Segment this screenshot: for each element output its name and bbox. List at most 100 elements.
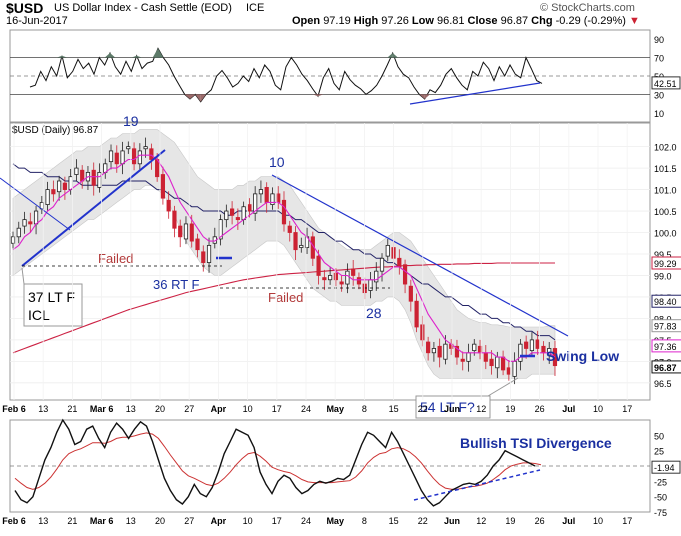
candle-body <box>131 148 137 165</box>
candle-body <box>224 210 229 221</box>
candle-body <box>529 339 535 352</box>
price-panel-frame <box>9 122 651 401</box>
tsi-x-tick-label: Jun <box>444 516 460 526</box>
candle-body <box>431 348 437 354</box>
icl-callout-pointer <box>21 267 25 285</box>
price-x-tick-label: 27 <box>184 404 194 414</box>
tsi-panel-frame <box>9 419 651 513</box>
rsi-overbought-fill <box>110 53 116 58</box>
candle-body <box>351 268 356 276</box>
icl-label-line2: ICL <box>28 307 50 323</box>
price-x-tick-label: Jun <box>444 404 460 414</box>
candle-body <box>374 270 379 283</box>
candle-body <box>316 255 321 276</box>
lt-failed-label: 54 LT F? <box>420 399 475 415</box>
rsi-overbought-fill <box>152 48 158 58</box>
rsi-panel-frame <box>9 29 651 123</box>
price-x-tick-label: 19 <box>505 404 515 414</box>
rsi-overbought-fill <box>387 53 393 58</box>
candle-body <box>247 204 252 212</box>
tsi-x-tick-label: Feb 6 <box>2 516 26 526</box>
chg-label: Chg <box>531 15 553 27</box>
tsi-x-tick-label: 17 <box>622 516 632 526</box>
candle-body <box>149 148 154 160</box>
tsi-x-tick-label: 10 <box>243 516 253 526</box>
candle-body <box>206 244 212 263</box>
uptrend-line <box>21 149 166 267</box>
price-x-tick-label: 8 <box>362 404 367 414</box>
candle-body <box>183 223 189 240</box>
failed-label-1: Failed <box>98 251 133 266</box>
price-tag-box <box>651 339 681 353</box>
tsi-tick-label: 25 <box>654 447 664 457</box>
candle-body <box>356 277 362 285</box>
lt-callout-pointer <box>487 377 519 397</box>
low-label: Low <box>411 15 434 27</box>
candle-body <box>68 176 73 190</box>
icl-label-line1: 37 LT F <box>28 289 75 305</box>
price-tag-box <box>651 294 681 308</box>
swing-low-label: Swing Low <box>546 348 619 364</box>
rsi-current-value: 42.51 <box>654 79 677 89</box>
low-value: 96.81 <box>436 15 465 27</box>
candle-body <box>126 146 131 150</box>
candle-body <box>322 277 327 281</box>
close-label: Close <box>467 15 498 27</box>
candle-body <box>137 150 142 165</box>
price-tag-box <box>651 360 681 374</box>
rsi-tick-label: 10 <box>654 109 664 119</box>
candle-body <box>172 210 177 229</box>
candle-body <box>483 352 488 362</box>
candle-body <box>218 219 223 240</box>
price-tick-label: 102.0 <box>654 143 677 153</box>
tsi-x-tick-label: 22 <box>418 516 428 526</box>
price-x-tick-label: Apr <box>211 404 227 414</box>
candle-body <box>10 236 16 244</box>
lt-callout-box <box>415 395 491 419</box>
ohlc-readout: Open 97.19 High 97.26 Low 96.81 Close 96… <box>292 15 640 27</box>
watermark: © StockCharts.com <box>540 2 635 14</box>
candle-body <box>114 152 119 165</box>
candle-body <box>45 189 50 205</box>
price-tick-label: 100.5 <box>654 207 677 217</box>
rsi-overbought-fill <box>392 53 398 58</box>
price-x-tick-label: 26 <box>535 404 545 414</box>
price-x-tick-label: Feb 6 <box>2 404 26 414</box>
date-label: 16-Jun-2017 <box>6 15 68 27</box>
tsi-tick-label: 50 <box>654 431 664 441</box>
ma-short-line <box>12 154 556 362</box>
tsi-x-tick-label: 13 <box>126 516 136 526</box>
tsi-x-tick-label: 19 <box>505 516 515 526</box>
candle-body <box>201 251 206 263</box>
rsi-overbought-fill <box>104 53 110 58</box>
candle-body <box>74 167 79 175</box>
price-x-tick-label: 22 <box>418 404 428 414</box>
candle-body <box>287 225 292 233</box>
rsi-current-tag <box>651 76 681 90</box>
candle-body <box>437 345 442 358</box>
price-tick-label: 99.5 <box>654 250 672 260</box>
candle-body <box>414 300 419 328</box>
tsi-x-tick-label: 10 <box>593 516 603 526</box>
candle-body <box>235 217 240 221</box>
price-x-tick-label: 10 <box>593 404 603 414</box>
tsi-x-tick-label: 15 <box>389 516 399 526</box>
candle-body <box>51 189 56 195</box>
candle-body <box>28 221 33 225</box>
price-panel-title: $USD (Daily) 96.87 <box>12 125 99 136</box>
candle-body <box>91 169 96 186</box>
price-tick-label: 101.5 <box>654 164 677 174</box>
rsi-oversold-fill <box>200 94 206 102</box>
price-tag-value: 99.29 <box>654 259 677 269</box>
candle-body <box>443 343 448 360</box>
price-tag-value: 96.87 <box>654 363 677 373</box>
prior-trend-line <box>0 177 71 231</box>
candle-body <box>408 285 413 302</box>
open-value: 97.19 <box>323 15 351 27</box>
candle-body <box>293 232 298 251</box>
price-x-tick-label: 10 <box>243 404 253 414</box>
close-value: 96.87 <box>500 15 529 27</box>
candle-body <box>466 352 471 362</box>
price-tag-value: 97.83 <box>654 322 677 332</box>
price-tag-value: 97.36 <box>654 342 677 352</box>
